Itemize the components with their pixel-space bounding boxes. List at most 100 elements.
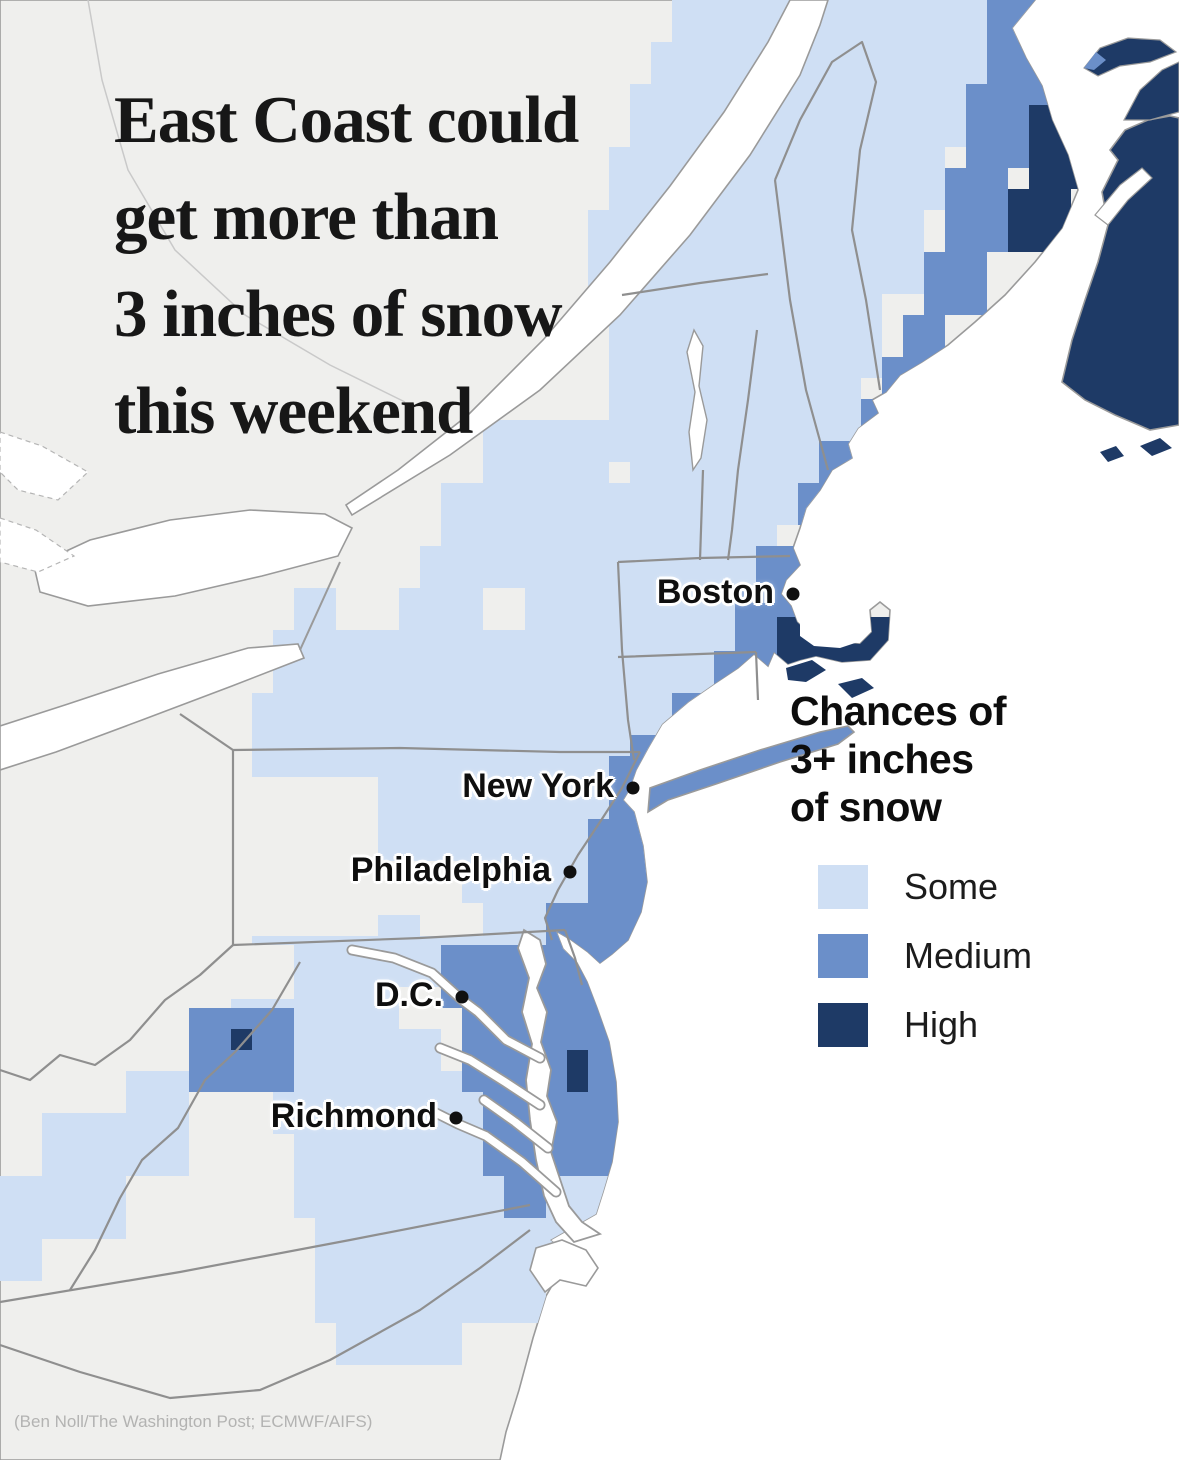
snow-cell-some [0,1176,42,1281]
snow-cell-medium [924,252,987,315]
offshore-islands [1100,438,1172,462]
snow-cell-medium [945,168,1008,252]
border-ma-south [617,650,757,659]
tidewater-rivers [346,944,562,1198]
snow-cell-medium [987,0,1050,84]
snow-cell-some [441,483,630,546]
lake-huron-edge [0,517,76,573]
st-lawrence-river [344,0,829,517]
snow-cell-gaps [336,588,399,630]
snow-cell-medium [882,357,924,420]
snow-cell-gaps [231,945,294,999]
minas-basin-inlet [1094,167,1153,226]
border-va-nc [0,1203,531,1304]
chesapeake-bay [517,928,603,1244]
headline: East Coast could get more than 3 inches … [114,83,579,449]
legend-swatch-some-icon [818,864,868,909]
legend-row-medium: Medium [818,933,1170,979]
snow-cell-medium [546,903,651,1071]
legend-rows: Some Medium High [818,864,1170,1048]
credit-line: (Ben Noll/The Washington Post; ECMWF/AIF… [14,1412,373,1431]
rappahannock-river [436,1044,544,1109]
legend-swatch-medium-icon [818,933,868,978]
snow-cell-some [609,294,882,378]
snow-cell-some [483,420,609,483]
snow-cell-gaps [252,777,378,873]
snow-cell-some [672,0,1029,42]
lake-ontario [33,509,354,607]
nantucket-island [838,678,874,698]
city-label-new-york: New York [462,766,614,805]
prince-edward-island [1083,37,1178,77]
border-mason-dixon [232,928,566,947]
snow-cell-medium [588,819,672,903]
border-ny-vt [698,469,705,561]
snow-cell-medium [798,483,861,525]
snow-cell-some [252,693,630,747]
snow-cell-gaps [420,903,483,936]
city-label-boston: Boston [656,572,774,611]
legend-label-high: High [904,1003,979,1045]
border-ny-pa [179,713,640,754]
cape-cod-bay [800,622,858,648]
city-dot-richmond [449,1111,463,1125]
state-borders [0,40,882,1400]
snow-cell-high [777,617,903,693]
border-wv-va [69,961,301,1291]
georgian-bay [0,431,90,501]
city-dot-d-c [455,990,469,1004]
snow-cell-some [336,1302,462,1365]
city-label-philadelphia: Philadelphia [350,850,551,889]
border-delaware-river [543,751,641,941]
border-ri-ct [754,651,760,701]
snow-cell-high [1029,105,1078,189]
marthas-vineyard-island [786,660,826,682]
border-me-north [773,40,882,391]
snow-cell-medium [861,399,924,462]
snow-cell-high [567,1050,588,1092]
ottawa-river-border [87,0,406,403]
legend-label-medium: Medium [904,934,1033,976]
snow-cell-some [630,84,987,147]
snow-cell-some [651,42,1008,84]
snow-cell-some [42,1113,126,1239]
legend-row-some: Some [818,864,1170,910]
james-river [426,1106,560,1196]
snow-cell-some [420,546,630,588]
legend-row-high: High [818,1002,1170,1048]
legend-label-some: Some [904,865,999,907]
long-island [647,725,856,814]
snow-cell-some [126,1071,189,1176]
border-ma-north [617,554,791,564]
nova-scotia [1061,115,1179,431]
snow-cell-some [273,630,609,693]
lake-erie [0,643,306,771]
pei-west-tip [1084,52,1106,70]
snow-cell-medium [672,693,777,735]
snow-cell-some [630,462,819,525]
border-quebec [621,272,769,297]
york-river [480,1096,552,1152]
city-label-d-c: D.C. [375,975,443,1014]
border-de-md [563,929,584,986]
legend-title: Chances of 3+ inches of snow [790,688,1007,830]
city-dot-boston [786,587,800,601]
snow-cell-gaps [273,873,378,936]
lake-champlain [686,328,708,473]
border-nh-me [773,179,830,471]
legend: Chances of 3+ inches of snow Some Medium… [790,688,1170,1071]
city-dot-philadelphia [563,865,577,879]
legend-swatch-high-icon [818,1002,868,1047]
border-ny-newengland [616,561,636,761]
snow-cell-medium [819,441,903,504]
snow-cell-gaps [483,588,525,630]
city-label-richmond: Richmond [270,1096,437,1135]
snow-cell-high [231,1029,252,1050]
city-dot-new-york [626,781,640,795]
niagara-river [299,561,341,651]
border-vt-nh [726,329,759,561]
hampton-roads-inlet [529,1239,599,1294]
cape-breton-island [1123,61,1179,121]
